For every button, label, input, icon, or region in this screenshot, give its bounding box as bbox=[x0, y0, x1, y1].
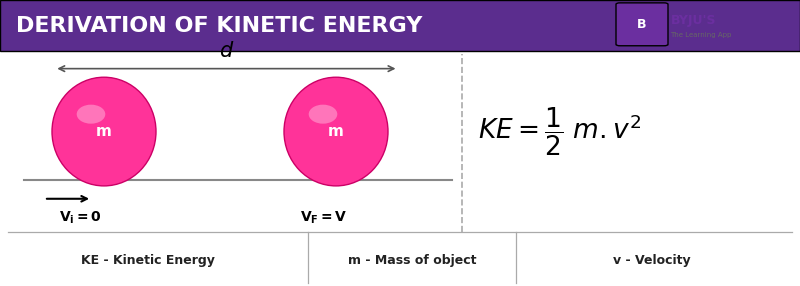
Text: m: m bbox=[96, 124, 112, 139]
Text: v - Velocity: v - Velocity bbox=[613, 254, 691, 267]
Ellipse shape bbox=[52, 77, 156, 186]
Text: $\mathit{KE} = \dfrac{1}{2}\ m.v^2$: $\mathit{KE} = \dfrac{1}{2}\ m.v^2$ bbox=[478, 106, 642, 158]
Ellipse shape bbox=[309, 105, 338, 124]
Ellipse shape bbox=[284, 77, 388, 186]
Text: KE - Kinetic Energy: KE - Kinetic Energy bbox=[81, 254, 215, 267]
Text: B: B bbox=[638, 18, 646, 31]
Text: m: m bbox=[328, 124, 344, 139]
FancyBboxPatch shape bbox=[0, 0, 800, 51]
Text: $\mathbf{V_i = 0}$: $\mathbf{V_i = 0}$ bbox=[58, 209, 102, 226]
Text: BYJU'S: BYJU'S bbox=[670, 14, 716, 27]
FancyBboxPatch shape bbox=[616, 3, 668, 46]
Text: m - Mass of object: m - Mass of object bbox=[348, 254, 476, 267]
Text: DERIVATION OF KINETIC ENERGY: DERIVATION OF KINETIC ENERGY bbox=[16, 16, 422, 36]
Text: $\mathbf{V_F = V}$: $\mathbf{V_F = V}$ bbox=[300, 209, 348, 226]
Text: The Learning App: The Learning App bbox=[670, 32, 732, 38]
Ellipse shape bbox=[77, 105, 106, 124]
Text: $d$: $d$ bbox=[218, 41, 234, 61]
